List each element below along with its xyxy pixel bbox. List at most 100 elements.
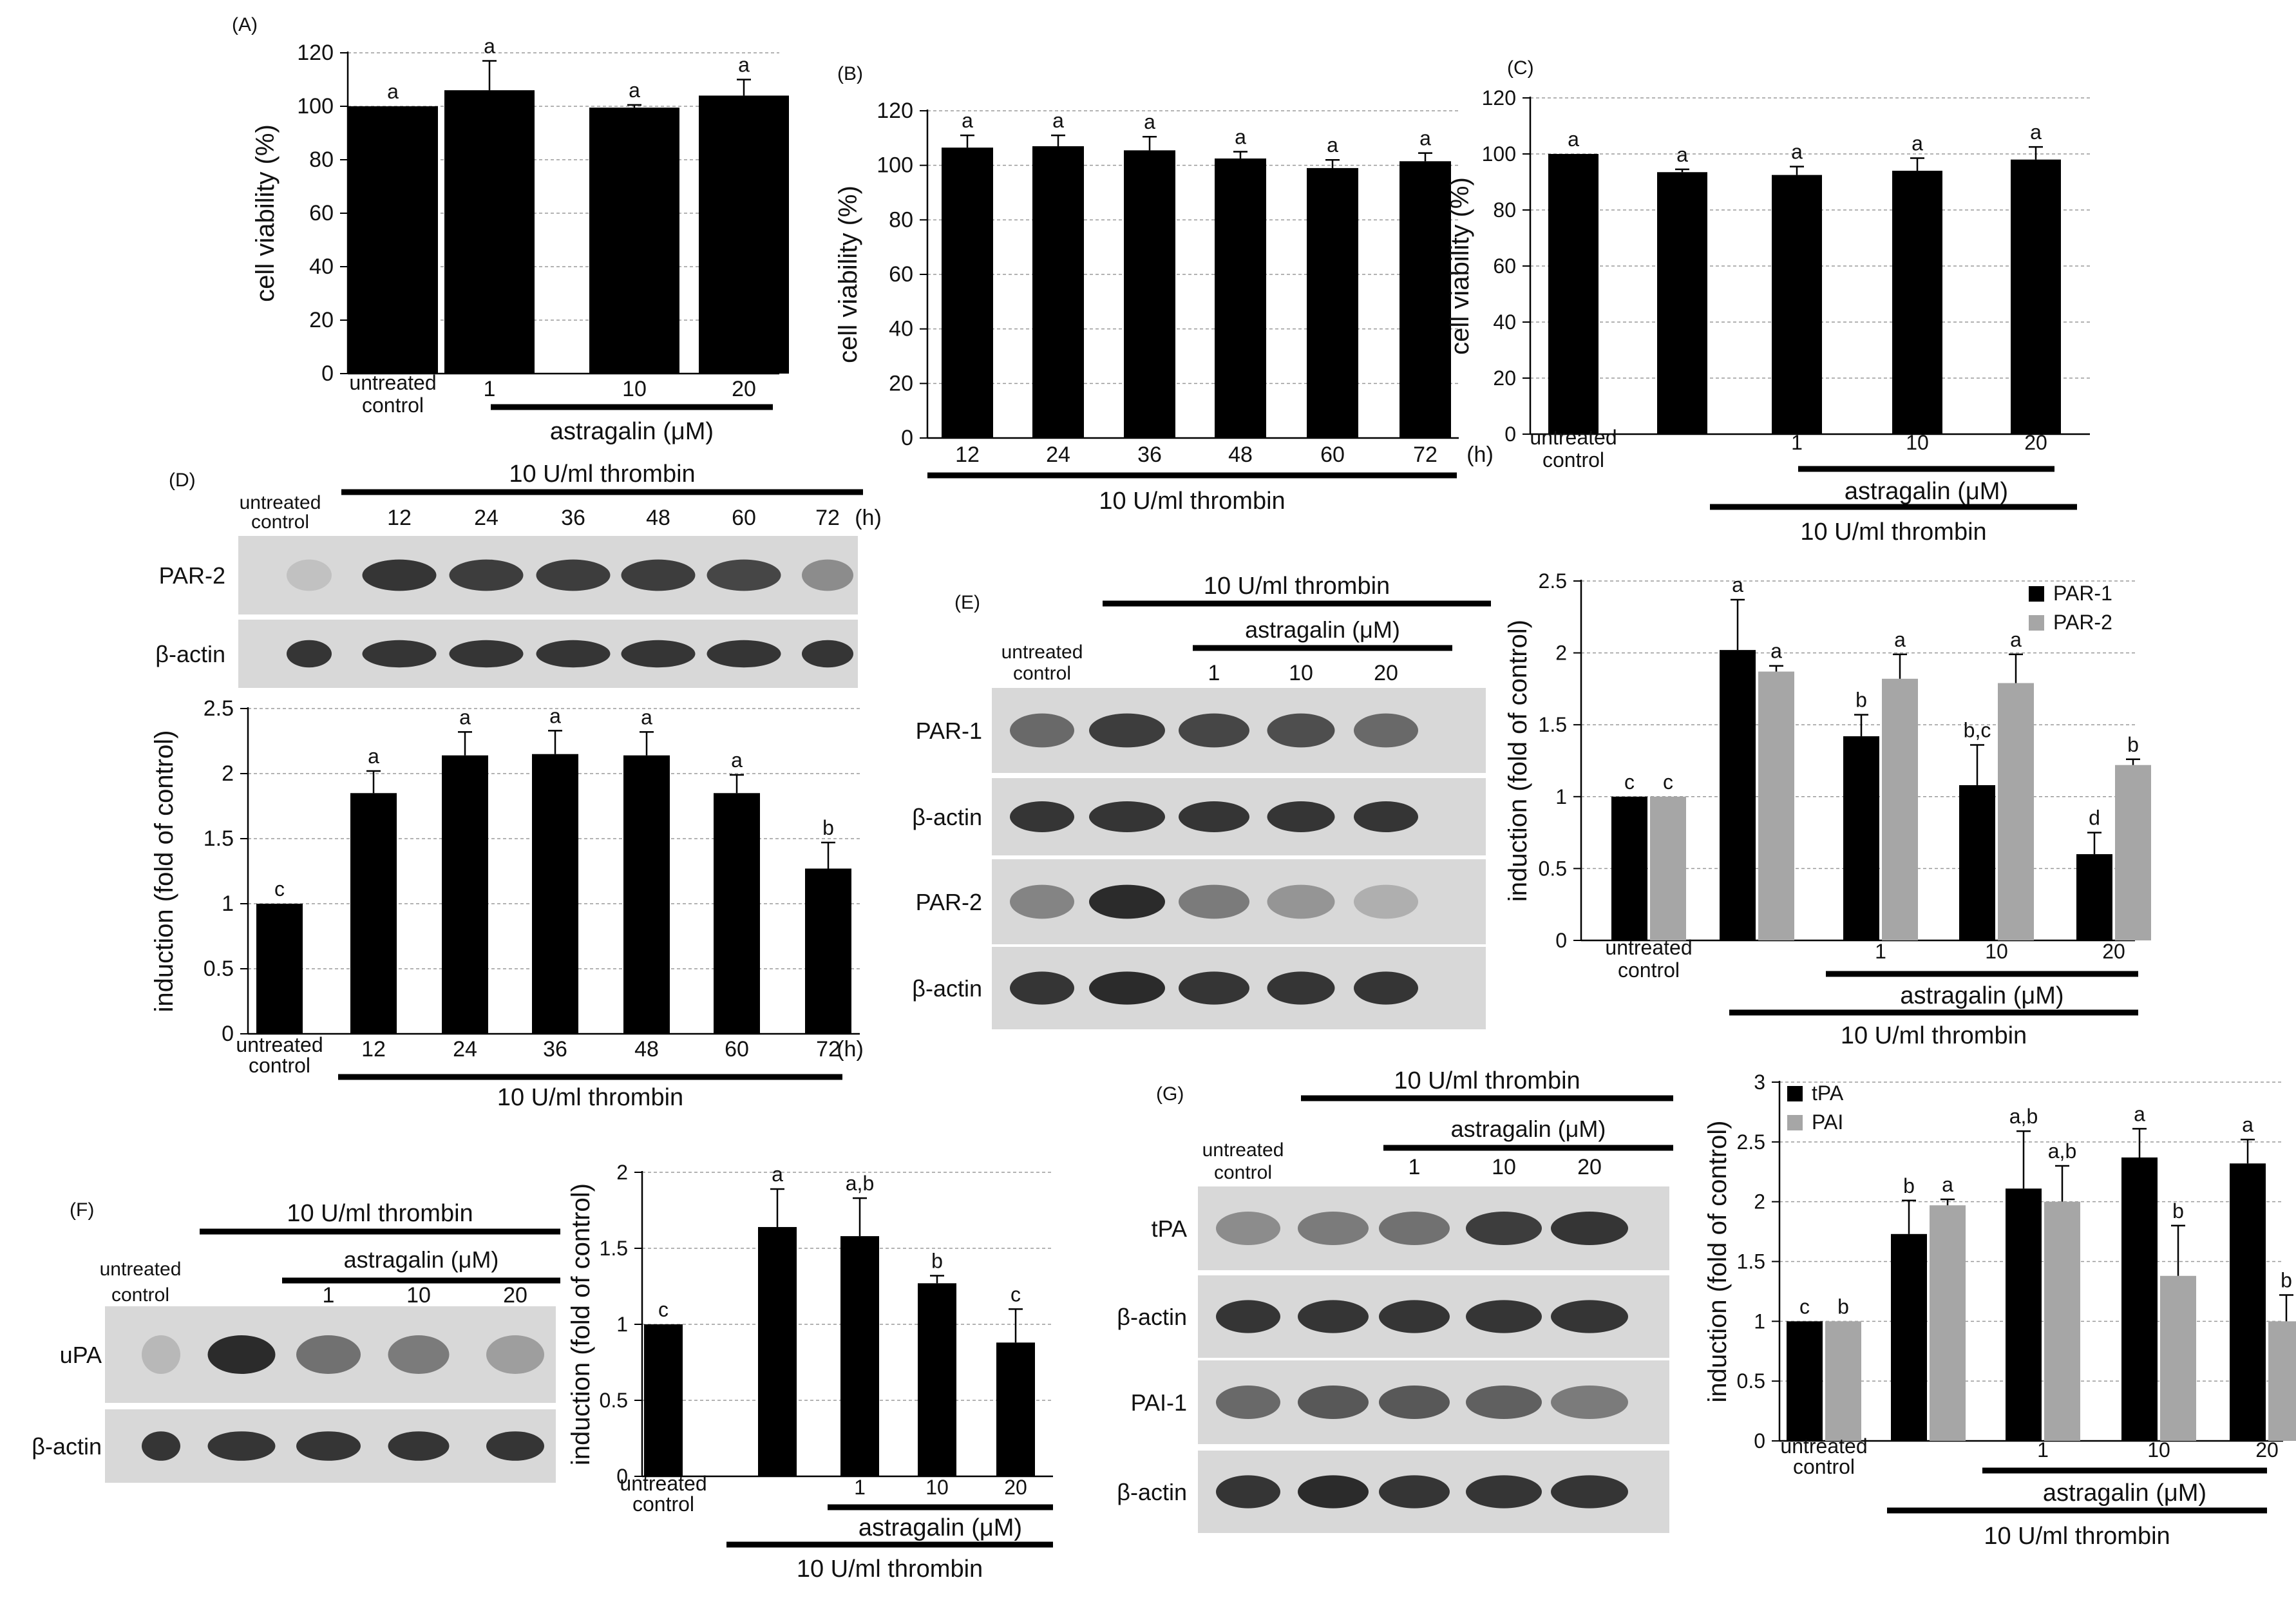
y-axis-label: cell viability (%)	[251, 124, 280, 302]
blot-band	[1267, 971, 1335, 1005]
blot-band	[1551, 1300, 1628, 1333]
blot-band	[1466, 1300, 1542, 1333]
legend-label: PAR-1	[2053, 582, 2112, 605]
blot-row-label: β-actin	[155, 641, 225, 667]
lane-label: control	[111, 1284, 169, 1306]
x-tick-label: 36	[543, 1037, 567, 1062]
treatment-label: 10 U/ml thrombin	[1841, 1022, 2027, 1049]
x-tick-label: 20	[2102, 940, 2125, 963]
x-tick-label: untreated	[1780, 1434, 1867, 1458]
significance-letter: c	[1663, 770, 1673, 794]
x-tick-label: 60	[1320, 443, 1345, 467]
y-tick-label: 2.5	[1539, 569, 1567, 593]
blot-band	[802, 640, 853, 668]
significance-letter: a	[1419, 127, 1431, 150]
blot-band	[296, 1431, 361, 1461]
y-tick-label: 100	[877, 153, 913, 178]
x-tick-label: 1	[484, 377, 496, 401]
y-axis-label: cell viability (%)	[834, 186, 862, 363]
blot-band	[1010, 884, 1074, 919]
blot-row-label: β-actin	[1117, 1479, 1187, 1505]
x-tick-label: untreated	[620, 1472, 707, 1495]
chart-F: 0 0.5 1 1.5 2 induction (fold of control) c a a,…	[567, 1161, 1053, 1583]
y-tick-label: 120	[297, 41, 334, 65]
significance-letter: c	[1799, 1295, 1810, 1318]
significance-letter: a	[1327, 133, 1338, 157]
y-tick-label: 0	[1754, 1429, 1765, 1452]
bar	[996, 1342, 1035, 1476]
x-tick-label: 12	[955, 443, 980, 467]
blot-band	[486, 1335, 544, 1374]
significance-letter: b	[1855, 689, 1867, 712]
y-tick-label: 20	[889, 371, 913, 395]
x-tick-label: 1	[1875, 940, 1886, 963]
blot-band	[1216, 1300, 1280, 1333]
bar	[444, 90, 535, 374]
significance-letter: a	[2030, 120, 2042, 144]
significance-letter: b	[1903, 1174, 1915, 1197]
lane-label: control	[1214, 1162, 1272, 1183]
blot-band	[1267, 801, 1335, 832]
x-tick-label: control	[362, 394, 424, 417]
lane-label: 36	[561, 506, 585, 530]
blot-band	[1298, 1386, 1369, 1419]
bar	[942, 148, 993, 438]
x-tick-label: 48	[1228, 443, 1253, 467]
blot-band	[1551, 1475, 1628, 1509]
y-tick-label: 60	[309, 201, 334, 225]
blot-E: PAR-1 β-actin PAR-2 β-actin 10 U/ml thrombin…	[912, 573, 1491, 1029]
bar	[1892, 171, 1942, 434]
significance-letter: a	[1912, 132, 1923, 155]
blot-band	[207, 1335, 276, 1374]
blot-band	[1298, 1212, 1369, 1245]
blot-band	[1551, 1212, 1628, 1245]
significance-letter: a	[1235, 126, 1246, 149]
blot-band	[1089, 884, 1165, 919]
treatment-label: 10 U/ml thrombin	[797, 1556, 983, 1583]
x-tick-label: 60	[725, 1037, 749, 1062]
y-axis-label: induction (fold of control)	[567, 1183, 595, 1465]
bar	[1611, 796, 1647, 940]
bar	[1825, 1321, 1861, 1441]
blot-band	[388, 1431, 450, 1461]
blot-row-label: uPA	[60, 1342, 102, 1368]
y-tick-label: 20	[309, 308, 334, 332]
treatment-label: astragalin (μM)	[2043, 1480, 2206, 1507]
bar	[1959, 785, 1995, 940]
treatment-label: 10 U/ml thrombin	[509, 461, 695, 488]
y-tick-label: 20	[1493, 367, 1516, 390]
blot-row-label: tPA	[1152, 1215, 1187, 1242]
y-tick-label: 120	[1482, 86, 1516, 110]
y-axis-label: induction (fold of control)	[1504, 620, 1532, 902]
blot-row-label: β-actin	[912, 804, 982, 830]
blot-band	[1354, 971, 1418, 1005]
y-tick-label: 2.5	[204, 696, 234, 721]
bar	[1787, 1321, 1823, 1441]
y-tick-label: 120	[877, 99, 913, 123]
bar	[2011, 159, 2061, 434]
bar	[1399, 161, 1451, 439]
treatment-label: 10 U/ml thrombin	[1099, 488, 1285, 515]
treatment-label: 10 U/ml thrombin	[1204, 573, 1390, 600]
bar	[1124, 150, 1175, 438]
y-tick-label: 2.5	[1737, 1130, 1765, 1154]
chart-B: 0 20 40 60 80 100 120 cell viability (%) a a a a a a 1…	[834, 63, 1494, 515]
significance-letter: a	[549, 704, 561, 727]
blot-band	[707, 559, 781, 591]
y-tick-label: 0	[901, 426, 913, 450]
significance-letter: a	[962, 109, 973, 132]
blot-band	[1179, 713, 1249, 748]
x-tick-label: untreated	[236, 1033, 323, 1056]
x-tick-label: 1	[854, 1476, 866, 1499]
lane-label: 20	[1374, 661, 1398, 685]
blot-band	[449, 559, 524, 591]
y-tick-label: 2	[616, 1161, 628, 1184]
y-tick-label: 0	[1504, 423, 1516, 446]
y-tick-label: 2	[222, 761, 234, 786]
x-tick-label: control	[1618, 958, 1680, 982]
lane-label: 1	[1409, 1155, 1421, 1179]
blot-F: uPA β-actin 10 U/ml thrombin astragalin (μM…	[32, 1199, 560, 1483]
significance-letter: b	[2127, 733, 2139, 756]
bar	[442, 755, 488, 1034]
significance-letter: a	[772, 1163, 783, 1186]
